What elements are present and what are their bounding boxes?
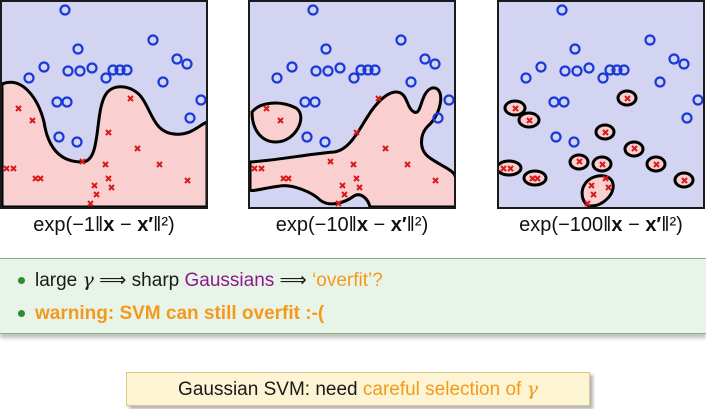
negative-islands	[499, 89, 695, 207]
bullet-dot-icon	[18, 310, 25, 318]
negative-points-10	[251, 95, 439, 207]
formula-gamma-100: exp(−100‖x − x′‖²)	[519, 214, 683, 236]
negative-points-1	[3, 95, 191, 207]
negative-points-100	[500, 95, 688, 207]
formula-gamma-1: exp(−1‖x − x′‖²)	[33, 214, 175, 236]
summary-callout: Gaussian SVM: need careful selection of …	[126, 372, 590, 406]
positive-points-10	[271, 4, 454, 148]
plot-gamma-100	[499, 4, 703, 207]
positive-points-100	[520, 4, 703, 148]
bullet-warning: warning: SVM can still overfit :-(	[18, 303, 324, 325]
negative-region-blob	[250, 101, 303, 144]
bullet-large-gamma: large γ ⟹ sharp Gaussians ⟹ ‘overfit’?	[18, 269, 383, 292]
negative-region	[2, 80, 206, 207]
bullet-box: large γ ⟹ sharp Gaussians ⟹ ‘overfit’? w…	[0, 258, 706, 334]
formula-gamma-10: exp(−10‖x − x′‖²)	[275, 214, 429, 236]
plot-gamma-1	[2, 4, 206, 207]
positive-points-1	[23, 4, 206, 148]
negative-region-main	[250, 86, 454, 207]
bullet-dot-icon	[18, 277, 25, 285]
plot-panel-gamma-1	[0, 0, 208, 209]
plot-gamma-10	[250, 4, 454, 207]
plot-panel-gamma-100	[497, 0, 705, 209]
plot-panel-gamma-10	[248, 0, 456, 209]
